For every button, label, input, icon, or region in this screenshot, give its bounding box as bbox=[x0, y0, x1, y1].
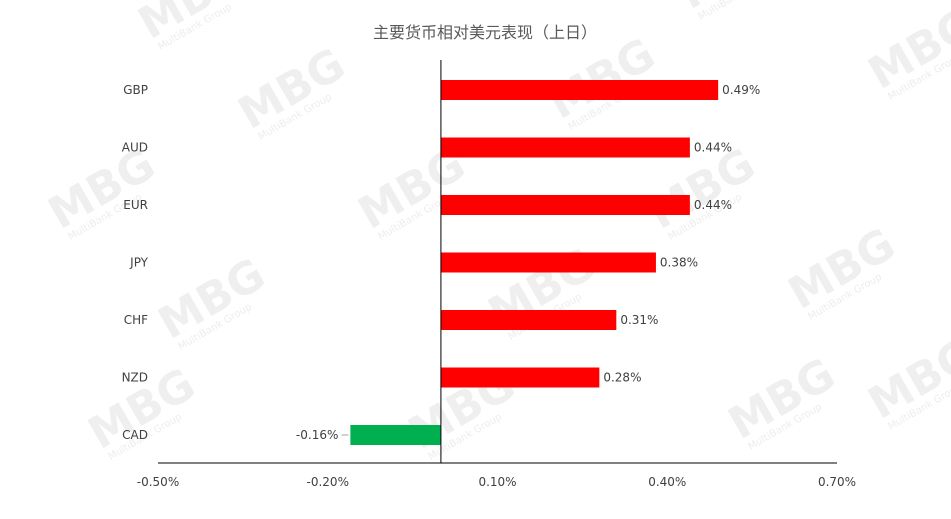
bars-layer: GBP 0.49% AUD 0.44% EUR 0.44% JPY 0.38% CHF 0.31%… bbox=[122, 80, 760, 445]
data-label-cad: -0.16% bbox=[296, 428, 338, 442]
category-label-eur: EUR bbox=[123, 198, 148, 212]
chart-title: 主要货币相对美元表现（上日） bbox=[373, 23, 597, 42]
bar-jpy bbox=[440, 252, 656, 273]
data-label-eur: 0.44% bbox=[694, 198, 732, 212]
x-tick-label: -0.20% bbox=[307, 475, 349, 489]
bar-nzd bbox=[440, 367, 600, 388]
bar-eur bbox=[440, 195, 690, 215]
bar-cad bbox=[350, 425, 441, 445]
data-label-nzd: 0.28% bbox=[603, 371, 641, 385]
category-label-jpy: JPY bbox=[129, 256, 149, 270]
bar-chf bbox=[440, 310, 617, 330]
x-tick-label: 0.70% bbox=[818, 475, 856, 489]
axes-layer: -0.50% -0.20% 0.10% 0.40% 0.70% bbox=[137, 60, 856, 489]
category-label-nzd: NZD bbox=[122, 371, 148, 385]
category-label-cad: CAD bbox=[122, 428, 148, 442]
category-label-gbp: GBP bbox=[123, 83, 148, 97]
category-label-chf: CHF bbox=[124, 313, 148, 327]
data-label-chf: 0.31% bbox=[620, 313, 658, 327]
data-label-gbp: 0.49% bbox=[722, 83, 760, 97]
x-tick-label: 0.40% bbox=[648, 475, 686, 489]
category-label-aud: AUD bbox=[122, 141, 148, 155]
bar-gbp bbox=[440, 80, 719, 100]
data-label-jpy: 0.38% bbox=[660, 256, 698, 270]
bar-aud bbox=[440, 137, 690, 158]
data-label-aud: 0.44% bbox=[694, 141, 732, 155]
x-tick-label: 0.10% bbox=[478, 475, 516, 489]
x-tick-label: -0.50% bbox=[137, 475, 179, 489]
